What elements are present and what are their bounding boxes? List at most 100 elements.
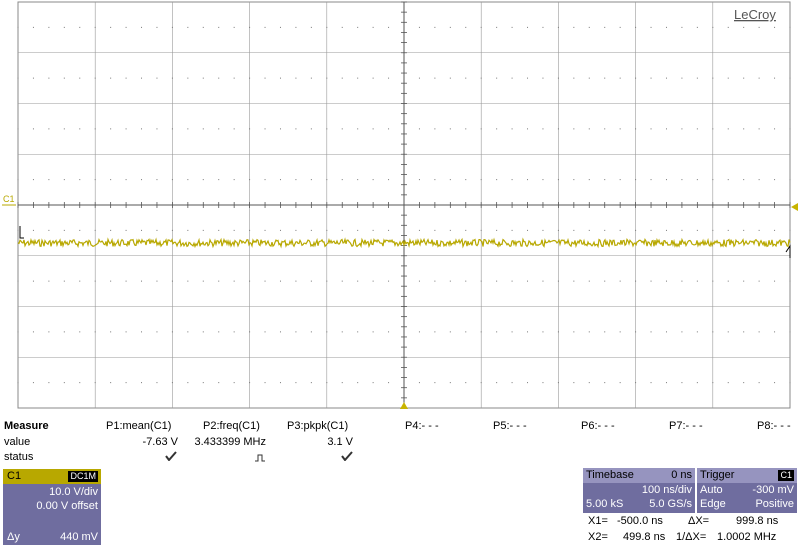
graticule-dot xyxy=(202,179,204,181)
graticule-dot xyxy=(279,229,281,231)
channel-1-level-marker[interactable]: C1 xyxy=(3,194,15,204)
graticule-dot xyxy=(32,26,34,28)
graticule-dot xyxy=(511,331,513,333)
graticule-dot xyxy=(110,26,112,28)
graticule-dot xyxy=(434,229,436,231)
graticule-dot xyxy=(573,179,575,181)
graticule-dot xyxy=(681,331,683,333)
param-p8-name[interactable]: P8:- - - xyxy=(757,420,791,432)
graticule-dot xyxy=(279,382,281,384)
graticule-dot xyxy=(449,179,451,181)
graticule-dot xyxy=(712,128,714,130)
trigger-mode: Auto xyxy=(700,484,723,496)
graticule-dot xyxy=(557,331,559,333)
graticule-dot xyxy=(388,26,390,28)
param-p2-name[interactable]: P2:freq(C1) xyxy=(203,420,260,432)
graticule-dot xyxy=(218,280,220,282)
graticule-dot xyxy=(372,280,374,282)
graticule-dot xyxy=(249,280,251,282)
param-p4-name[interactable]: P4:- - - xyxy=(405,420,439,432)
param-p5-name[interactable]: P5:- - - xyxy=(493,420,527,432)
graticule-dot xyxy=(341,128,343,130)
param-p3-name[interactable]: P3:pkpk(C1) xyxy=(287,420,349,432)
graticule-dot xyxy=(63,331,65,333)
graticule-dot xyxy=(743,331,745,333)
graticule-dot xyxy=(218,229,220,231)
graticule-dot xyxy=(449,229,451,231)
graticule-dot xyxy=(604,26,606,28)
graticule-dot xyxy=(79,77,81,79)
graticule-dot xyxy=(496,179,498,181)
graticule-dot xyxy=(774,179,776,181)
graticule-dot xyxy=(573,128,575,130)
sample-rate: 5.0 GS/s xyxy=(649,498,692,510)
param-p7-name[interactable]: P7:- - - xyxy=(669,420,703,432)
graticule-dot xyxy=(310,26,312,28)
channel-1-descriptor[interactable]: C1 DC1M 10.0 V/div 0.00 V offset Δy 440 … xyxy=(3,469,101,545)
param-p6-name[interactable]: P6:- - - xyxy=(581,420,615,432)
graticule-dot xyxy=(712,280,714,282)
lecroy-logo: LeCroy xyxy=(734,7,776,22)
graticule-dot xyxy=(758,331,760,333)
graticule-dot xyxy=(743,77,745,79)
graticule-dot xyxy=(527,26,529,28)
param-p3-value: 3.1 V xyxy=(327,436,353,448)
graticule-dot xyxy=(295,128,297,130)
graticule-dot xyxy=(465,280,467,282)
graticule-dot xyxy=(357,331,359,333)
channel-offset: 0.00 V offset xyxy=(36,500,98,512)
graticule-dot xyxy=(341,26,343,28)
graticule-dot xyxy=(650,229,652,231)
graticule-dot xyxy=(434,77,436,79)
measure-title[interactable]: Measure xyxy=(4,420,49,432)
graticule-dot xyxy=(496,331,498,333)
trigger-level-arrow-icon[interactable] xyxy=(791,203,798,211)
graticule-dot xyxy=(32,382,34,384)
graticule-dot xyxy=(557,179,559,181)
graticule-dot xyxy=(635,229,637,231)
graticule-dot xyxy=(418,77,420,79)
graticule-dot xyxy=(233,128,235,130)
trigger-descriptor[interactable]: Trigger C1 Auto -300 mV Edge Positive xyxy=(697,468,797,513)
timebase-descriptor[interactable]: Timebase 0 ns 100 ns/div 5.00 kS 5.0 GS/… xyxy=(583,468,695,513)
graticule-ticks xyxy=(17,1,791,409)
graticule-dot xyxy=(465,179,467,181)
graticule-dot xyxy=(388,179,390,181)
graticule-dot xyxy=(187,280,189,282)
graticule-dot xyxy=(233,26,235,28)
param-p2-value: 3.433399 MHz xyxy=(194,436,266,448)
graticule-dot xyxy=(496,26,498,28)
graticule-dot xyxy=(125,229,127,231)
graticule-dot xyxy=(94,128,96,130)
trigger-time-marker-icon[interactable] xyxy=(400,402,408,409)
cursor-x1-marker-icon[interactable] xyxy=(19,226,24,239)
graticule-dot xyxy=(588,179,590,181)
param-p1-name[interactable]: P1:mean(C1) xyxy=(106,420,172,432)
graticule-dot xyxy=(94,331,96,333)
graticule-dot xyxy=(357,26,359,28)
graticule-dot xyxy=(696,26,698,28)
graticule-dot xyxy=(171,77,173,79)
graticule-dot xyxy=(94,179,96,181)
graticule-dot xyxy=(156,331,158,333)
graticule-dot xyxy=(619,280,621,282)
measure-table: Measure P1:mean(C1) P2:freq(C1) P3:pkpk(… xyxy=(0,418,800,468)
graticule-dot xyxy=(650,26,652,28)
cursor-x2-marker-icon[interactable] xyxy=(785,244,791,258)
trigger-header: Trigger C1 xyxy=(697,468,797,483)
graticule-dot xyxy=(156,229,158,231)
graticule-dot xyxy=(789,229,791,231)
graticule-dot xyxy=(635,382,637,384)
graticule-dot xyxy=(249,128,251,130)
graticule-dot xyxy=(218,128,220,130)
graticule-dot xyxy=(635,128,637,130)
timebase-title: Timebase xyxy=(586,469,634,481)
graticule-dot xyxy=(650,77,652,79)
graticule-dot xyxy=(418,280,420,282)
graticule-dot xyxy=(187,77,189,79)
timebase-header: Timebase 0 ns xyxy=(583,468,695,483)
graticule-dot xyxy=(249,26,251,28)
graticule-dot xyxy=(511,382,513,384)
graticule-dot xyxy=(635,26,637,28)
trigger-title: Trigger xyxy=(700,469,735,481)
